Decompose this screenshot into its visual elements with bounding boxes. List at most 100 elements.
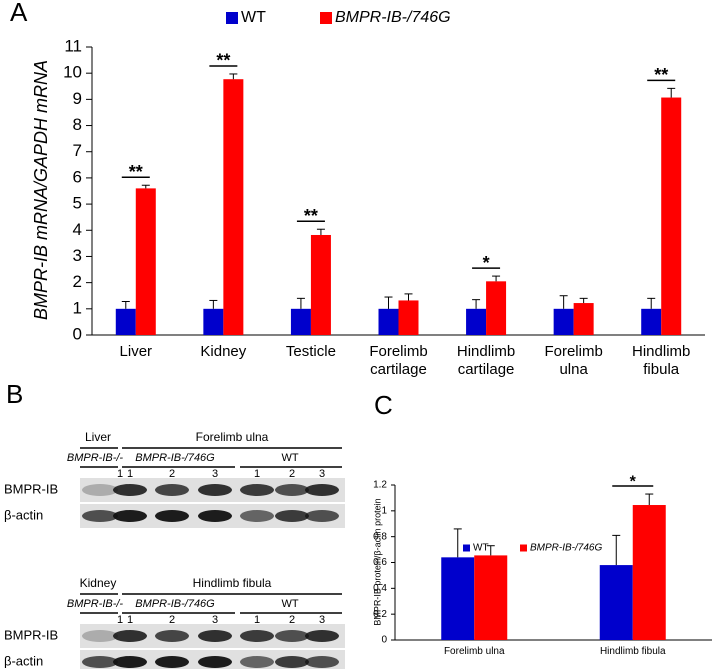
bar xyxy=(378,308,399,335)
bar xyxy=(203,308,224,335)
blot-band xyxy=(155,656,189,668)
lane-number: 1 xyxy=(254,614,260,626)
lane-number: 1 xyxy=(127,614,133,626)
genotype-label: WT xyxy=(281,598,298,610)
row-label: BMPR-IB xyxy=(4,481,58,496)
blot-band xyxy=(275,484,309,496)
blot-band xyxy=(113,484,147,496)
group-label: Forelimb ulna xyxy=(196,430,269,444)
bar xyxy=(441,557,475,640)
legend-label: BMPR-IB-/746G xyxy=(530,543,602,554)
lane-number: 1 xyxy=(117,468,123,480)
legend-swatch xyxy=(520,544,527,552)
blot-band xyxy=(275,630,309,642)
significance-label: * xyxy=(483,253,490,273)
x-tick-label: Kidney xyxy=(200,343,247,360)
x-tick-label: Hindlimb fibula xyxy=(632,343,691,378)
blot-band xyxy=(198,510,232,522)
blot-band xyxy=(305,510,339,522)
x-tick-label: Testicle xyxy=(285,343,336,360)
y-tick-label: 4 xyxy=(73,220,82,239)
bar xyxy=(661,97,682,335)
lane-number: 1 xyxy=(117,614,123,626)
bar xyxy=(599,565,633,640)
legend-swatch xyxy=(320,12,332,24)
legend-label: WT xyxy=(473,543,489,554)
legend-swatch xyxy=(226,12,238,24)
y-tick-label: 2 xyxy=(73,272,82,291)
y-tick-label: 3 xyxy=(73,246,82,265)
y-tick-label: 6 xyxy=(73,167,82,186)
x-tick-label: Hindlimb cartilage xyxy=(456,343,516,378)
blot-band xyxy=(240,630,274,642)
genotype-label: BMPR-IB-/746G xyxy=(135,452,215,464)
blot-band xyxy=(113,510,147,522)
bar xyxy=(310,234,331,335)
row-label: BMPR-IB xyxy=(4,627,58,642)
y-tick-label: 0.4 xyxy=(373,583,387,594)
bar xyxy=(474,555,508,640)
blot-band xyxy=(275,656,309,668)
bar xyxy=(290,308,311,335)
group-label: Hindlimb fibula xyxy=(193,576,272,590)
panel-label: B xyxy=(6,379,23,409)
x-tick-label: Hindlimb fibula xyxy=(599,646,666,657)
y-tick-label: 0.6 xyxy=(373,557,387,568)
significance-label: ** xyxy=(304,206,318,226)
row-label: β-actin xyxy=(4,507,43,522)
y-tick-label: 1 xyxy=(381,505,387,516)
bar xyxy=(486,281,507,335)
y-tick-label: 0.8 xyxy=(373,531,387,542)
bar xyxy=(135,188,156,335)
blot-band xyxy=(82,630,118,642)
y-tick-label: 1.2 xyxy=(373,480,387,491)
bar xyxy=(115,308,136,335)
blot-band xyxy=(155,484,189,496)
y-tick-label: 10 xyxy=(63,63,82,82)
bar xyxy=(466,308,487,335)
bar xyxy=(641,308,662,335)
genotype-label: BMPR-IB-/- xyxy=(67,598,124,610)
lane-number: 2 xyxy=(169,614,175,626)
blot-band xyxy=(240,510,274,522)
lane-number: 1 xyxy=(254,468,260,480)
y-tick-label: 9 xyxy=(73,89,82,108)
significance-label: ** xyxy=(216,51,230,71)
legend-swatch xyxy=(463,544,470,552)
lane-number: 3 xyxy=(212,468,218,480)
significance-label: ** xyxy=(129,162,143,182)
bar xyxy=(553,308,574,335)
blot-band xyxy=(82,484,118,496)
blot-band xyxy=(198,656,232,668)
panel-label: A xyxy=(10,0,28,27)
tissue-label: Kidney xyxy=(80,576,117,590)
y-tick-label: 0 xyxy=(381,635,387,646)
y-tick-label: 0 xyxy=(73,324,82,343)
blot-band xyxy=(305,656,339,668)
blot-band xyxy=(305,484,339,496)
legend-label: WT xyxy=(241,9,266,26)
panel-label: C xyxy=(374,390,393,420)
blot-band xyxy=(155,510,189,522)
blot-band xyxy=(113,630,147,642)
bar xyxy=(223,79,244,335)
y-axis-label: BMPR-IB protein/β-actin protein xyxy=(372,498,382,625)
genotype-label: BMPR-IB-/- xyxy=(67,452,124,464)
significance-label: ** xyxy=(654,65,668,85)
lane-number: 3 xyxy=(212,614,218,626)
blot-band xyxy=(198,630,232,642)
y-tick-label: 7 xyxy=(73,141,82,160)
y-axis-label: BMPR-IB mRNA/GAPDH mRNA xyxy=(31,60,51,320)
lane-number: 2 xyxy=(169,468,175,480)
lane-number: 3 xyxy=(319,468,325,480)
row-label: β-actin xyxy=(4,653,43,668)
x-tick-label: Liver xyxy=(119,343,153,360)
y-tick-label: 11 xyxy=(64,36,82,55)
blot-band xyxy=(155,630,189,642)
y-tick-label: 8 xyxy=(73,115,82,134)
tissue-label: Liver xyxy=(85,430,111,444)
genotype-label: BMPR-IB-/746G xyxy=(135,598,215,610)
bar xyxy=(573,303,594,335)
blot-band xyxy=(240,484,274,496)
